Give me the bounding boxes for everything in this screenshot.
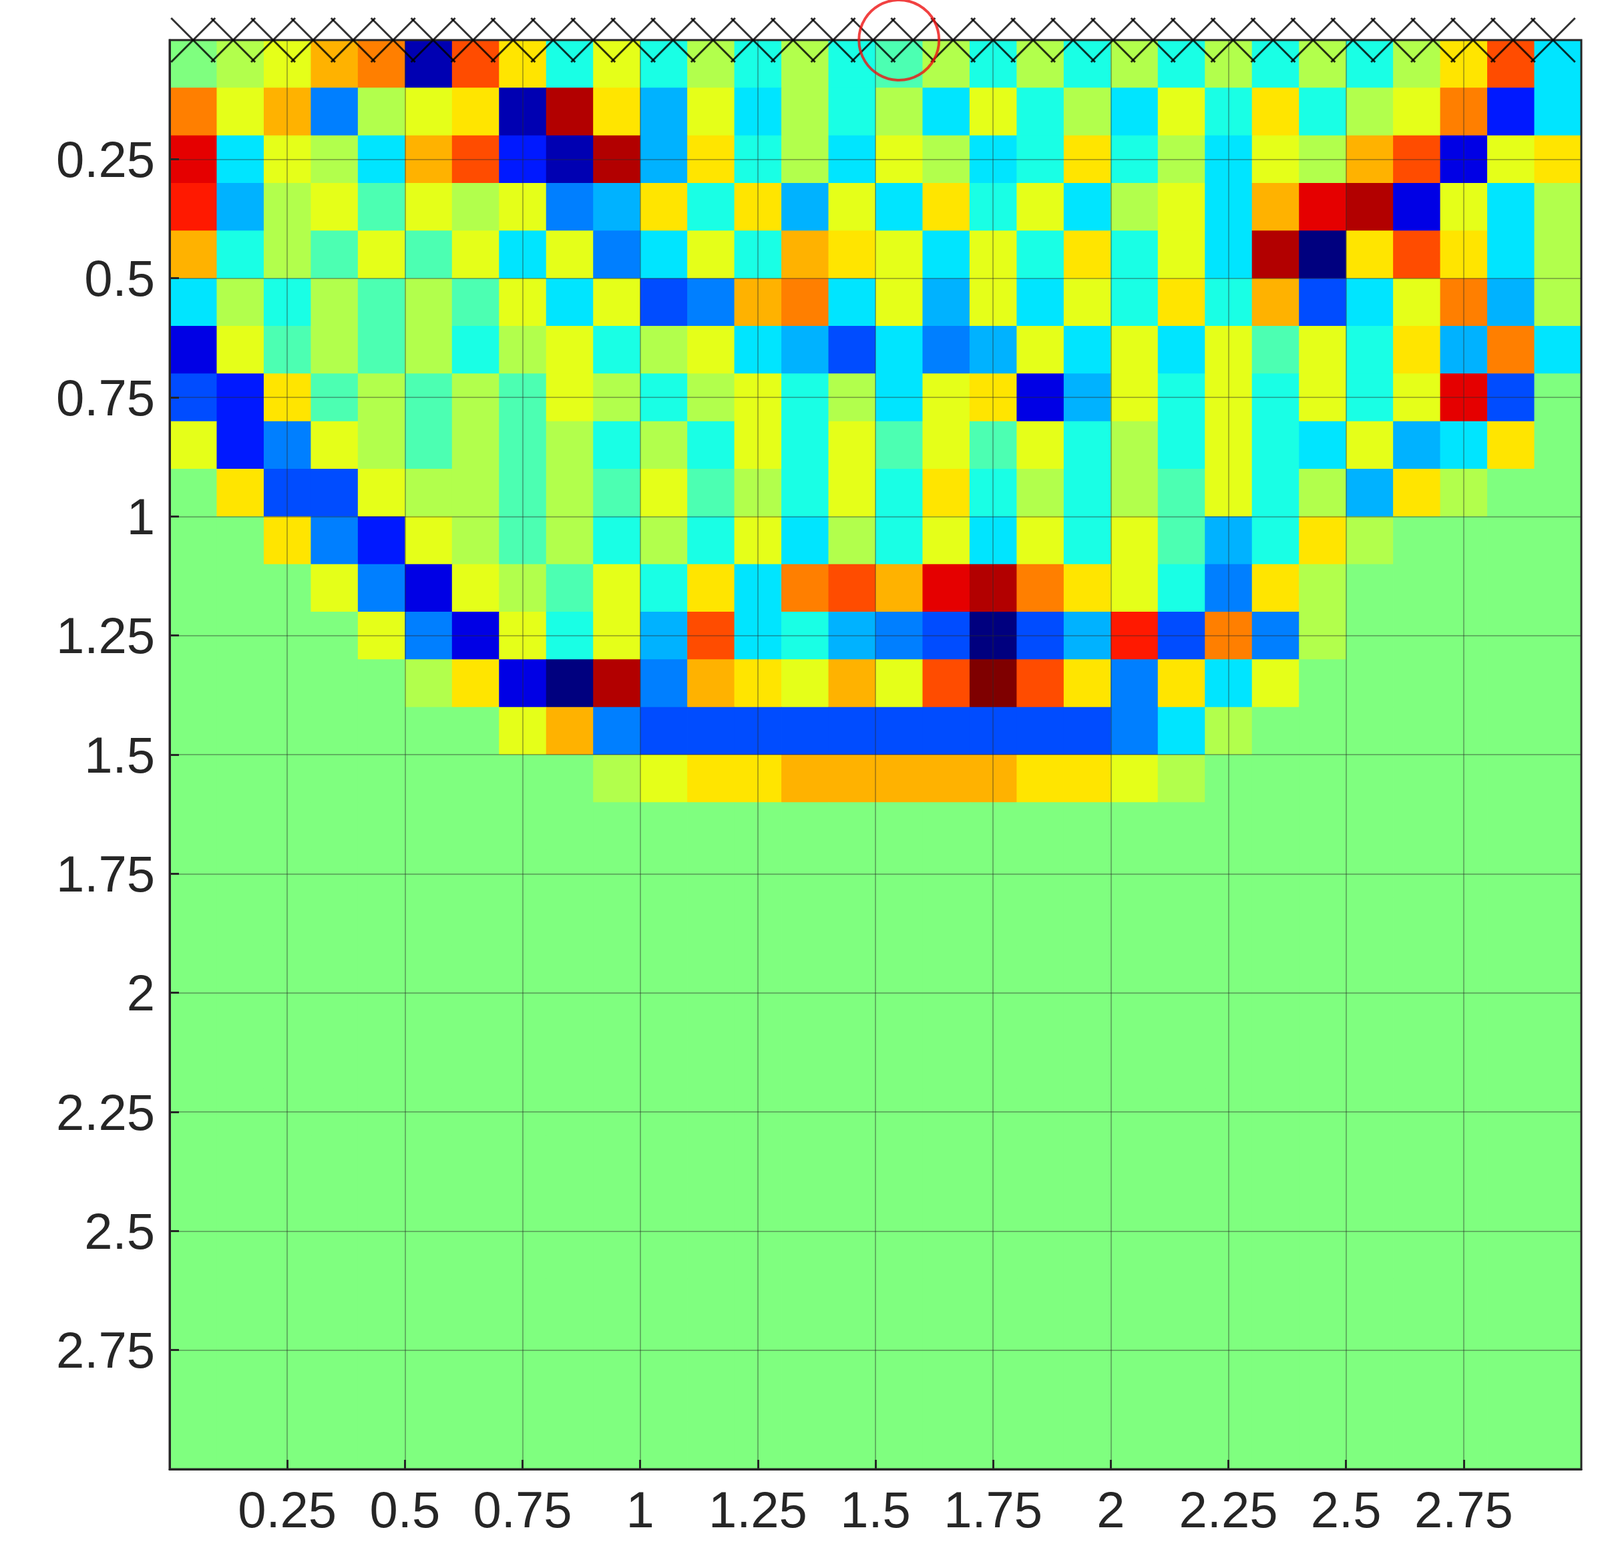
svg-text:1.25: 1.25 bbox=[56, 607, 155, 664]
svg-text:1: 1 bbox=[126, 488, 155, 545]
svg-text:2.75: 2.75 bbox=[1414, 1481, 1514, 1538]
svg-text:2: 2 bbox=[1096, 1481, 1125, 1538]
svg-text:0.5: 0.5 bbox=[84, 249, 155, 307]
svg-text:0.25: 0.25 bbox=[56, 130, 155, 188]
svg-text:2.25: 2.25 bbox=[56, 1083, 155, 1141]
svg-text:0.5: 0.5 bbox=[369, 1481, 441, 1538]
svg-text:1.75: 1.75 bbox=[943, 1481, 1043, 1538]
svg-text:1.75: 1.75 bbox=[56, 845, 155, 903]
svg-text:2.5: 2.5 bbox=[1310, 1481, 1382, 1538]
svg-text:0.75: 0.75 bbox=[56, 369, 155, 427]
svg-text:2: 2 bbox=[126, 964, 155, 1022]
svg-text:1.5: 1.5 bbox=[84, 726, 155, 784]
svg-text:0.25: 0.25 bbox=[237, 1481, 337, 1538]
svg-text:1.5: 1.5 bbox=[840, 1481, 911, 1538]
svg-text:2.5: 2.5 bbox=[84, 1202, 155, 1260]
svg-text:1: 1 bbox=[626, 1481, 655, 1538]
svg-text:2.75: 2.75 bbox=[56, 1321, 155, 1379]
svg-text:2.25: 2.25 bbox=[1179, 1481, 1279, 1538]
svg-text:0.75: 0.75 bbox=[473, 1481, 573, 1538]
svg-text:1.25: 1.25 bbox=[708, 1481, 808, 1538]
